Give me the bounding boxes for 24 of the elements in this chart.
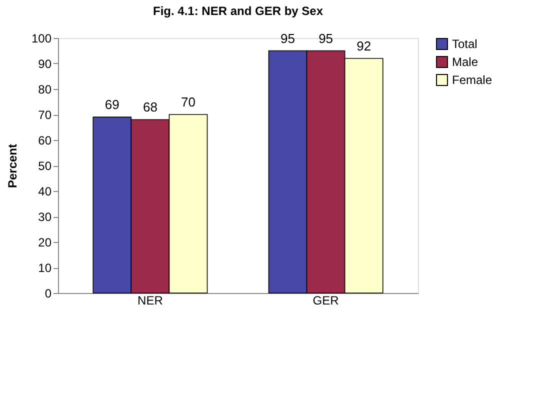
data-label: 69 (104, 97, 120, 112)
y-tick-label: 20 (38, 236, 52, 250)
y-tick-label: 30 (38, 210, 52, 224)
data-label: 95 (280, 30, 295, 46)
y-tick-label: 90 (38, 57, 52, 71)
chart-title: Fig. 4.1: NER and GER by Sex (152, 4, 324, 18)
y-tick-label: 50 (38, 159, 52, 173)
y-tick-label: 100 (31, 32, 52, 46)
legend-label: Total (452, 37, 478, 51)
y-tick-label: 60 (38, 134, 52, 148)
legend-label: Female (452, 73, 492, 87)
y-tick-label: 0 (44, 286, 52, 300)
y-tick-label: 40 (38, 184, 52, 198)
x-tick-label: NER (138, 294, 164, 308)
x-tick-label: GER (312, 294, 340, 308)
y-tick-label: 80 (38, 82, 52, 96)
data-label: 70 (181, 94, 196, 110)
data-label: 95 (318, 30, 334, 46)
y-axis-title: Percent (5, 144, 20, 188)
y-tick-label: 10 (38, 261, 52, 275)
legend-label: Male (452, 55, 478, 69)
y-tick-label: 70 (38, 108, 52, 122)
data-label: 92 (356, 38, 372, 54)
data-label: 68 (142, 100, 158, 115)
